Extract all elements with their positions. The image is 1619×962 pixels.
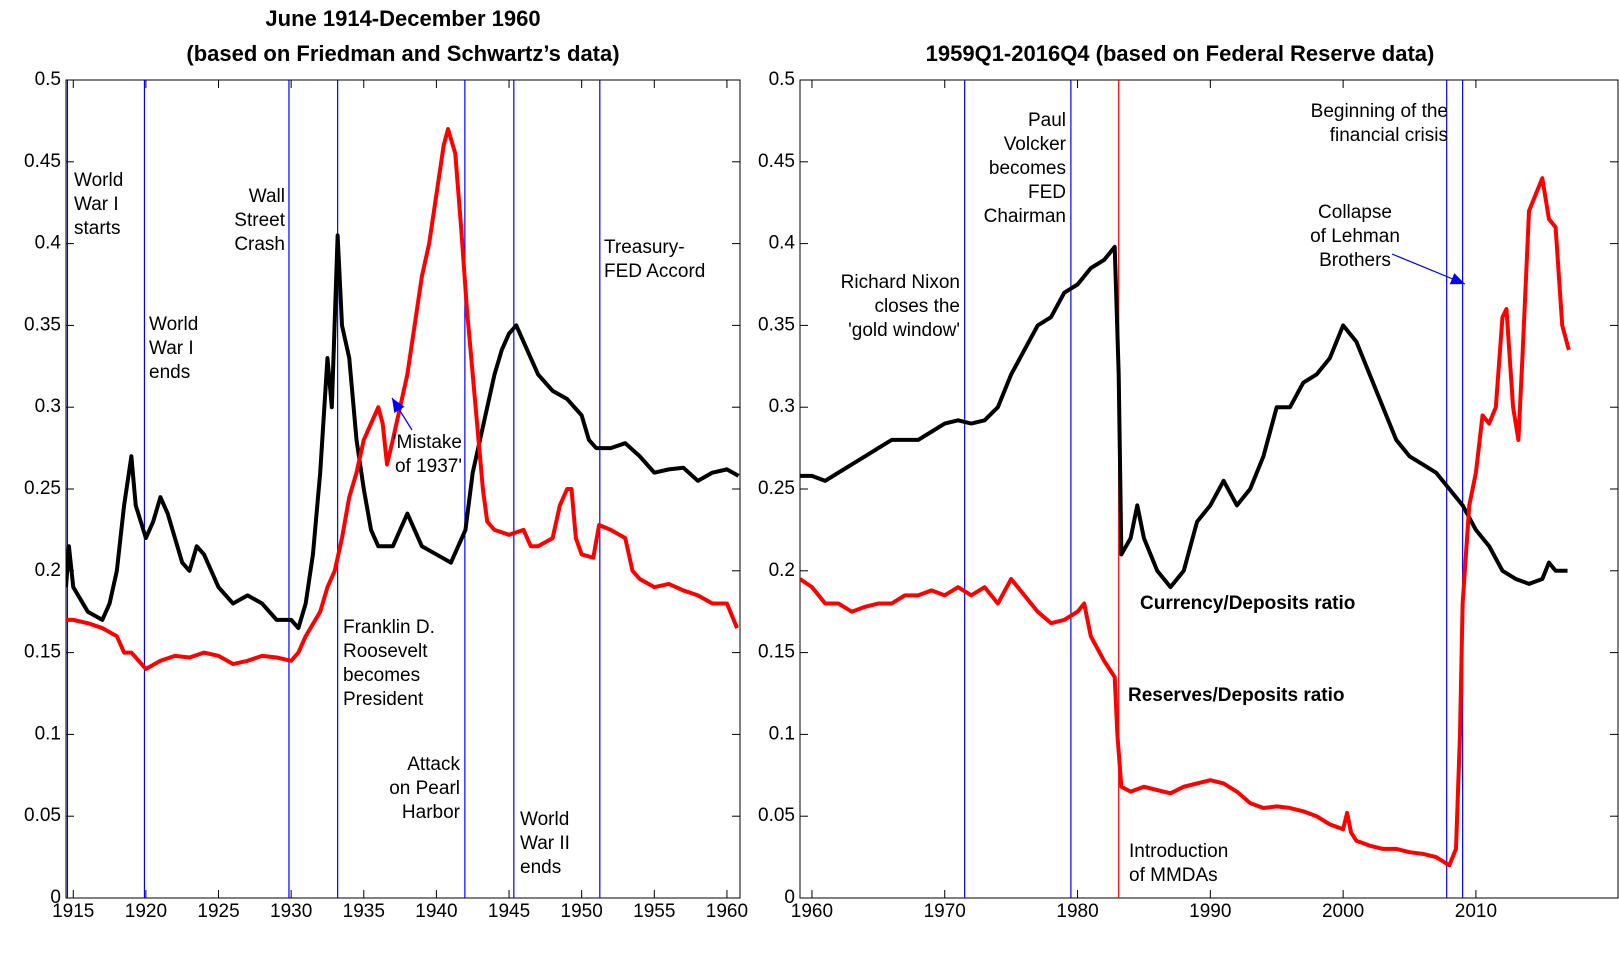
- x-tick-label: 1945: [488, 901, 530, 922]
- y-tick-label: 0.1: [769, 723, 795, 744]
- annotation-text: World: [74, 170, 123, 191]
- x-tick-label: 2010: [1455, 901, 1497, 922]
- series-line: [66, 233, 740, 631]
- y-tick-label: 0.3: [35, 396, 61, 417]
- x-tick-label: 1950: [561, 901, 603, 922]
- annotation-text: Street: [234, 210, 285, 231]
- y-tick-label: 0.1: [35, 723, 61, 744]
- annotation-text: becomes: [989, 158, 1066, 179]
- annotation-text: Brothers: [1319, 250, 1391, 271]
- y-tick-label: 0.35: [758, 314, 795, 335]
- annotation-text: Treasury-: [604, 237, 685, 258]
- series-line: [800, 244, 1568, 590]
- y-tick-label: 0.5: [769, 69, 795, 90]
- annotation-text: World: [149, 314, 198, 335]
- x-tick-label: 1960: [706, 901, 748, 922]
- annotation-text: 'Mistake: [393, 432, 462, 453]
- annotation-text: Attack: [407, 754, 460, 775]
- chart-subtitle: (based on Friedman and Schwartz’s data): [186, 41, 619, 66]
- annotation-text: Volcker: [1004, 134, 1067, 155]
- annotation-text: on Pearl: [389, 778, 460, 799]
- annotation-text: ends: [149, 362, 190, 383]
- annotation-text: War I: [149, 338, 194, 359]
- y-tick-label: 0.05: [758, 805, 795, 826]
- annotation-text: of 1937': [395, 456, 462, 477]
- y-tick-label: 0: [784, 887, 795, 908]
- y-tick-label: 0.05: [24, 805, 61, 826]
- annotation-text: Roosevelt: [343, 641, 428, 662]
- annotation-text: Beginning of the: [1311, 101, 1448, 122]
- x-tick-label: 1930: [270, 901, 312, 922]
- y-tick-label: 0.2: [769, 560, 795, 581]
- annotation-text: becomes: [343, 665, 420, 686]
- x-tick-label: 1960: [791, 901, 833, 922]
- x-tick-label: 1915: [52, 901, 94, 922]
- annotation-text: War II: [520, 833, 570, 854]
- y-tick-label: 0.25: [24, 478, 61, 499]
- x-tick-label: 1940: [415, 901, 457, 922]
- annotation-text: Chairman: [984, 206, 1066, 227]
- y-tick-label: 0.15: [758, 642, 795, 663]
- y-tick-label: 0.15: [24, 642, 61, 663]
- annotation-text: President: [343, 689, 424, 710]
- annotation-text: financial crisis: [1330, 125, 1448, 146]
- x-tick-label: 1980: [1056, 901, 1098, 922]
- y-tick-label: 0.3: [769, 396, 795, 417]
- annotation-text: Richard Nixon: [841, 272, 960, 293]
- y-tick-label: 0: [50, 887, 61, 908]
- y-tick-label: 0.2: [35, 560, 61, 581]
- chart-title: June 1914-December 1960: [265, 6, 540, 31]
- plot-area: [66, 80, 740, 898]
- series-line: [800, 176, 1571, 868]
- annotation-text: FED: [1028, 182, 1066, 203]
- plot-area: [800, 80, 1571, 898]
- x-tick-label: 1925: [197, 901, 239, 922]
- y-tick-label: 0.45: [24, 151, 61, 172]
- annotation-text: Franklin D.: [343, 617, 435, 638]
- series-label: Reserves/Deposits ratio: [1128, 685, 1345, 706]
- series-label: Currency/Deposits ratio: [1140, 593, 1355, 614]
- annotation-text: War I: [74, 194, 119, 215]
- annotation-text: of MMDAs: [1129, 865, 1218, 886]
- y-tick-label: 0.4: [769, 233, 796, 254]
- annotation-text: FED Accord: [604, 261, 705, 282]
- y-tick-label: 0.5: [35, 69, 61, 90]
- annotation-text: Paul: [1028, 110, 1066, 131]
- annotation-text: closes the: [874, 296, 960, 317]
- x-tick-label: 2000: [1322, 901, 1364, 922]
- annotation-text: Introduction: [1129, 841, 1228, 862]
- x-tick-label: 1920: [125, 901, 167, 922]
- annotation-text: of Lehman: [1310, 226, 1400, 247]
- chart-title: 1959Q1-2016Q4 (based on Federal Reserve …: [926, 41, 1435, 66]
- annotation-text: Harbor: [402, 802, 461, 823]
- annotation-text: Wall: [249, 186, 285, 207]
- annotation-text: starts: [74, 218, 120, 239]
- annotation-text: Crash: [234, 234, 285, 255]
- y-tick-label: 0.35: [24, 314, 61, 335]
- arrow-head: [392, 398, 405, 414]
- x-tick-label: 1990: [1189, 901, 1231, 922]
- y-tick-label: 0.45: [758, 151, 795, 172]
- arrow-head: [1449, 273, 1465, 285]
- annotation-text: 'gold window': [848, 320, 960, 341]
- y-tick-label: 0.4: [35, 233, 62, 254]
- annotation-text: Collapse: [1318, 202, 1392, 223]
- x-tick-label: 1955: [633, 901, 675, 922]
- annotation-text: ends: [520, 857, 561, 878]
- x-tick-label: 1970: [924, 901, 966, 922]
- x-tick-label: 1935: [343, 901, 385, 922]
- y-tick-label: 0.25: [758, 478, 795, 499]
- annotation-text: World: [520, 809, 569, 830]
- series-line: [66, 127, 739, 671]
